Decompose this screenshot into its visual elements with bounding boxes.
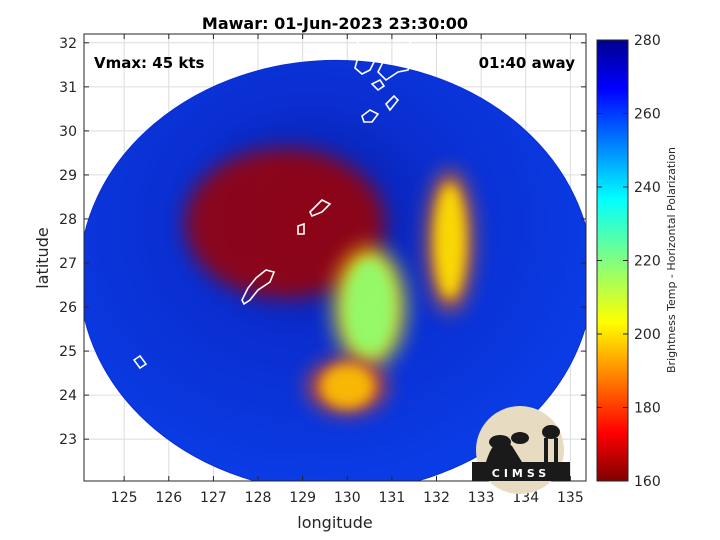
x-tick-label: 132: [423, 490, 450, 506]
x-tick-label: 130: [334, 490, 361, 506]
y-tick-label: 26: [59, 300, 77, 316]
colorbar: [596, 39, 629, 482]
x-tick-label: 133: [468, 490, 495, 506]
colorbar-tick-label: 280: [634, 33, 661, 49]
y-tick-label: 28: [59, 212, 77, 228]
x-tick-label: 127: [200, 490, 227, 506]
coastlines: [87, 35, 413, 386]
axes-frame: [83, 33, 587, 482]
vmax-annotation: Vmax: 45 kts: [94, 54, 204, 72]
colorbar-tick-label: 200: [634, 327, 661, 343]
colorbar-tick-label: 260: [634, 107, 661, 123]
colorbar-tick-label: 160: [634, 474, 661, 490]
x-tick-label: 135: [557, 490, 584, 506]
rainband-arc: [434, 183, 466, 299]
y-tick-label: 29: [59, 168, 77, 184]
x-tick-label: 134: [512, 490, 539, 506]
colorbar-tick-label: 220: [634, 254, 661, 270]
y-axis-ticks: 23 24 25 26 27 28 29 30 31 32: [59, 36, 586, 448]
x-axis-label: longitude: [297, 513, 372, 532]
y-tick-label: 25: [59, 344, 77, 360]
colorbar-ticks: 160 180 200 220 240 260 280: [597, 33, 661, 490]
eyewall-convection: [345, 258, 395, 356]
chart-title: Mawar: 01-Jun-2023 23:30:00: [202, 14, 468, 33]
x-tick-label: 129: [289, 490, 316, 506]
y-tick-label: 27: [59, 256, 77, 272]
cimss-logo: CIMSS: [472, 406, 570, 494]
y-tick-label: 24: [59, 388, 77, 404]
time-away-annotation: 01:40 away: [479, 54, 576, 72]
x-tick-label: 128: [245, 490, 272, 506]
x-tick-label: 126: [155, 490, 182, 506]
swath-edge: [84, 59, 586, 481]
y-tick-label: 30: [59, 124, 77, 140]
rainband-tail: [320, 364, 375, 409]
y-tick-label: 23: [59, 432, 77, 448]
x-tick-label: 131: [379, 490, 406, 506]
colorbar-tick-label: 240: [634, 180, 661, 196]
x-tick-label: 125: [111, 490, 138, 506]
x-axis-ticks: 125 126 127 128 129 130 131 132 133 134 135: [111, 34, 584, 506]
cold-core: [184, 148, 385, 299]
y-tick-label: 32: [59, 36, 77, 52]
logo-text: CIMSS: [492, 467, 550, 480]
y-tick-label: 31: [59, 80, 77, 96]
colorbar-label: Brightness Temp - Horizontal Polarizatio…: [665, 147, 678, 373]
y-axis-label: latitude: [33, 227, 52, 288]
colorbar-tick-label: 180: [634, 401, 661, 417]
